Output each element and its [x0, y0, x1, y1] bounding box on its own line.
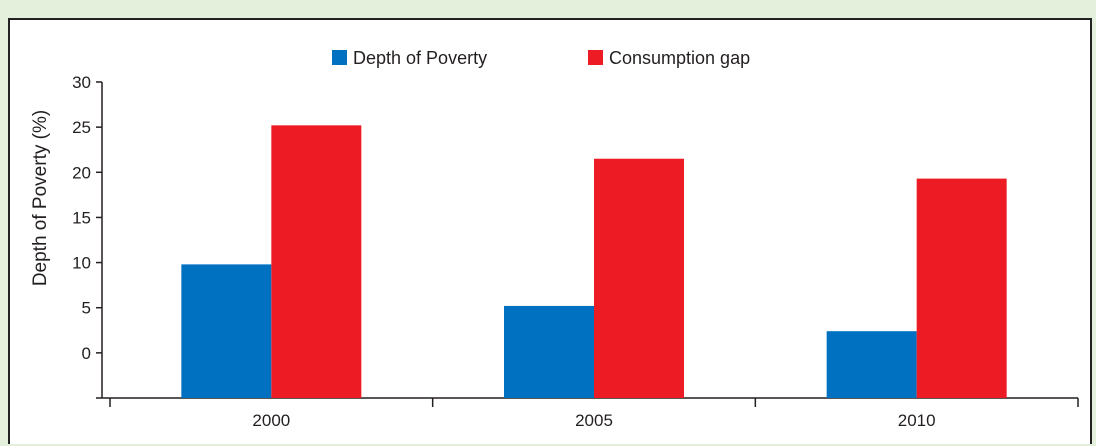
bar-consumption-gap-2000 [271, 125, 362, 398]
bar-depth-of-poverty-2000 [181, 264, 272, 398]
y-tick-label: 5 [82, 299, 91, 318]
bar-consumption-gap-2005 [594, 158, 684, 398]
chart-legend: Depth of Poverty Consumption gap [332, 48, 750, 68]
y-tick-label: 25 [72, 118, 91, 137]
chart-bars [181, 125, 1007, 398]
x-tick-label: 2005 [575, 411, 613, 430]
x-tick-label: 2010 [898, 411, 936, 430]
y-tick-label: 0 [82, 344, 91, 363]
legend-swatch [332, 50, 347, 65]
bar-consumption-gap-2010 [916, 178, 1007, 398]
figure-caption-banner [0, 0, 1096, 18]
x-tick-label: 2000 [252, 411, 290, 430]
bar-depth-of-poverty-2005 [504, 305, 594, 398]
bar-chart: 0 5 10 15 20 25 30 2000 2005 2010 Depth of Povert… [30, 48, 1079, 430]
y-tick-label: 15 [72, 208, 91, 227]
y-axis-label: Depth of Poverty (%) [30, 110, 51, 286]
y-tick-label: 20 [72, 163, 91, 182]
bar-depth-of-poverty-2010 [826, 331, 917, 398]
legend-label: Consumption gap [609, 48, 750, 68]
chart-frame: 0 5 10 15 20 25 30 2000 2005 2010 Depth of Povert… [8, 18, 1092, 444]
legend-label: Depth of Poverty [353, 48, 487, 68]
legend-swatch [588, 50, 603, 65]
y-tick-label: 10 [72, 254, 91, 273]
y-tick-label: 30 [72, 73, 91, 92]
